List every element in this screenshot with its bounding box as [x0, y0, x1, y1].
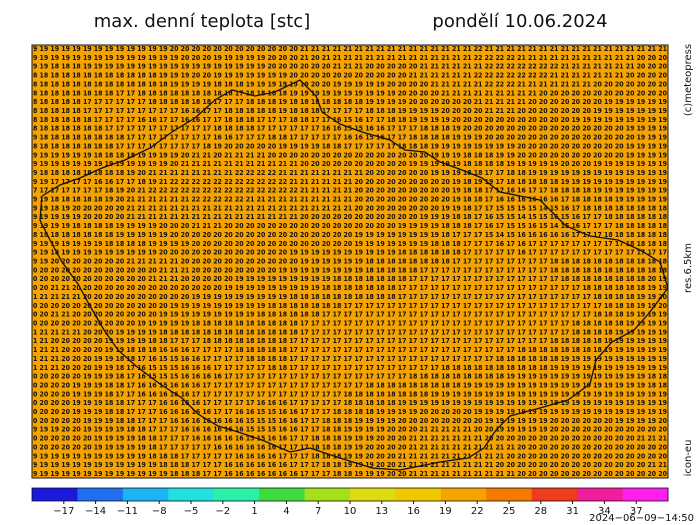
value-row: 8 18 18 18 18 18 18 18 17 17 17 17 17 17…: [33, 142, 667, 150]
value-row: 0 20 20 20 20 20 20 20 20 20 19 19 19 19…: [33, 319, 667, 327]
colorbar-tick-label: −5: [184, 506, 199, 517]
colorbar-tick-label: 10: [344, 506, 357, 517]
value-row: 0 20 20 20 20 20 19 19 19 19 18 18 17 17…: [33, 435, 667, 443]
value-row: 9 19 19 19 19 19 18 18 18 18 19 19 19 19…: [33, 151, 667, 159]
value-row: 0 20 20 20 19 19 19 18 18 17 16 16 15 16…: [33, 381, 667, 389]
value-row: 9 18 18 18 18 18 18 18 18 19 20 21 21 21…: [33, 169, 667, 177]
value-row: 9 18 18 18 18 18 18 18 18 17 17 17 17 17…: [33, 134, 667, 142]
value-grid: 9 19 19 19 19 19 19 19 19 19 19 19 19 20…: [33, 45, 667, 478]
colorbar-tick-label: 31: [566, 506, 579, 517]
colorbar-segment: [622, 488, 669, 501]
copyright: (c)meteopress: [683, 44, 694, 116]
value-row: 8 18 18 18 18 18 18 18 18 18 18 18 19 19…: [33, 72, 667, 80]
colorbar-tick-label: −14: [85, 506, 106, 517]
colorbar-tick-label: −2: [215, 506, 230, 517]
colorbar-tick-label: 25: [503, 506, 516, 517]
country-border: [39, 79, 669, 471]
colorbar-segment: [77, 488, 124, 501]
value-row: 0 20 21 21 20 20 20 20 20 20 20 20 20 20…: [33, 284, 667, 292]
value-row: 0 20 21 21 20 20 20 20 20 20 20 20 19 19…: [33, 311, 667, 319]
value-row: 1 21 21 20 20 20 19 19 18 18 17 16 15 15…: [33, 355, 667, 363]
map-area: [31, 44, 669, 479]
colorbar-tick-label: 7: [315, 506, 321, 517]
value-row: 0 20 20 20 20 19 19 19 18 17 16 15 15 15…: [33, 373, 667, 381]
value-row: 9 19 20 20 20 20 20 20 20 21 21 21 21 21…: [33, 258, 667, 266]
value-row: 0 20 20 20 20 20 20 20 20 20 20 21 21 21…: [33, 275, 667, 283]
value-row: 9 19 19 19 19 19 19 18 18 18 18 19 19 19…: [33, 240, 667, 248]
value-row: 0 20 20 20 20 20 19 19 19 19 19 18 17 17…: [33, 443, 667, 451]
value-row: 8 18 18 18 18 18 18 17 17 17 17 17 17 17…: [33, 125, 667, 133]
value-row: 8 18 18 18 18 18 18 18 19 19 19 19 19 20…: [33, 231, 667, 239]
value-row: 0 20 20 20 20 19 19 19 18 18 17 17 17 16…: [33, 417, 667, 425]
value-row: 8 18 18 18 18 18 17 17 17 17 16 16 17 17…: [33, 116, 667, 124]
value-row: 9 19 18 18 18 18 18 19 20 21 21 21 21 21…: [33, 196, 667, 204]
value-row: 9 19 19 19 19 19 19 19 19 19 19 19 19 19…: [33, 54, 667, 62]
value-row: 0 20 20 20 20 20 20 20 20 20 20 20 20 19…: [33, 302, 667, 310]
colorbar-segment: [168, 488, 215, 501]
colorbar-tick-label: 19: [439, 506, 452, 517]
value-row: 8 18 18 18 18 17 17 17 17 17 17 17 17 17…: [33, 107, 667, 115]
value-row: 1 21 21 20 20 20 19 19 18 17 16 15 15 15…: [33, 364, 667, 372]
colorbar-tick-label: 28: [534, 506, 547, 517]
colorbar-tick-label: 1: [251, 506, 257, 517]
colorbar-segment: [213, 488, 260, 501]
colorbar-segment: [32, 488, 78, 501]
model-name: icon-eu: [683, 440, 694, 477]
value-row: 8 18 18 18 18 17 17 17 17 17 17 18 18 18…: [33, 98, 667, 106]
colorbar-segment: [577, 488, 624, 501]
value-row: 9 19 19 19 19 19 19 19 19 19 19 19 18 18…: [33, 461, 667, 469]
value-row: 8 18 18 18 18 18 18 18 17 17 18 18 18 18…: [33, 89, 667, 97]
value-row: 9 19 19 20 20 19 19 19 19 18 18 17 17 17…: [33, 426, 667, 434]
value-row: 9 19 18 18 18 19 19 19 19 19 19 19 19 19…: [33, 63, 667, 71]
timestamp: 2024−06−09−14:50: [589, 513, 694, 524]
colorbar-tick-label: 16: [407, 506, 420, 517]
value-row: 1 21 21 20 20 20 20 19 19 18 18 18 16 16…: [33, 346, 667, 354]
value-row: 9 19 18 19 20 20 20 20 20 21 21 21 21 21…: [33, 204, 667, 212]
value-row: 0 20 20 20 19 19 19 18 18 17 17 17 16 16…: [33, 408, 667, 416]
value-row: 8 18 18 18 18 18 18 18 18 18 18 18 18 19…: [33, 80, 667, 88]
colorbar: −17 −14 −11 −8 −5 −2 1 4 7 10 13 16 19 22 25 28 31 34 37: [31, 487, 669, 517]
value-row: 1 21 20 20 20 20 20 19 19 19 19 18 18 17…: [33, 337, 667, 345]
value-row: 9 19 19 19 19 19 19 19 19 19 19 19 19 20…: [33, 160, 667, 168]
colorbar-tick-label: 22: [471, 506, 484, 517]
colorbar-segment: [304, 488, 351, 501]
colorbar-segment: [395, 488, 442, 501]
value-row: 9 19 19 19 18 18 18 18 19 19 19 19 20 20…: [33, 222, 667, 230]
colorbar-tick-label: −17: [53, 506, 74, 517]
colorbar-tick-label: −8: [152, 506, 167, 517]
colorbar-segment: [531, 488, 578, 501]
value-row: 9 19 19 19 19 19 19 19 19 19 19 18 18 18…: [33, 452, 667, 460]
colorbar-segment: [122, 488, 169, 501]
colorbar-segment: [259, 488, 306, 501]
colorbar-tick-label: 37: [630, 506, 643, 517]
value-row: 9 19 18 19 19 19 19 19 19 19 19 19 20 20…: [33, 249, 667, 257]
date: pondělí 10.06.2024: [432, 11, 607, 32]
colorbar-segment: [440, 488, 487, 501]
value-row: 1 21 21 21 21 20 20 20 20 20 20 20 20 20…: [33, 293, 667, 301]
colorbar-tick-label: 13: [375, 506, 388, 517]
title: max. denní teplota [stc]: [94, 11, 310, 32]
value-row: 9 19 19 19 19 19 19 19 19 19 19 19 19 20…: [33, 45, 667, 53]
value-row: 9 19 19 19 19 19 19 19 19 19 19 19 19 18…: [33, 470, 667, 478]
value-row: 7 17 17 17 17 17 17 18 19 20 21 22 22 22…: [33, 187, 667, 195]
value-row: 0 20 20 20 19 19 19 18 17 17 16 16 16 16…: [33, 390, 667, 398]
value-row: 1 21 21 21 21 20 20 20 19 19 19 19 18 18…: [33, 328, 667, 336]
colorbar-tick-label: 34: [598, 506, 611, 517]
value-row: 0 20 20 20 19 19 19 18 18 17 17 17 16 16…: [33, 399, 667, 407]
colorbar-tick-label: −11: [117, 506, 138, 517]
value-row: 9 19 19 19 19 20 20 20 20 21 21 21 21 21…: [33, 213, 667, 221]
value-row: 9 19 17 17 17 17 16 16 17 17 18 19 21 22…: [33, 178, 667, 186]
colorbar-tick-label: 4: [283, 506, 289, 517]
resolution: res.6.5km: [683, 243, 694, 293]
colorbar-segment: [486, 488, 533, 501]
colorbar-segment: [350, 488, 396, 501]
value-row: 0 20 20 20 20 20 20 20 20 20 20 20 21 21…: [33, 266, 667, 274]
